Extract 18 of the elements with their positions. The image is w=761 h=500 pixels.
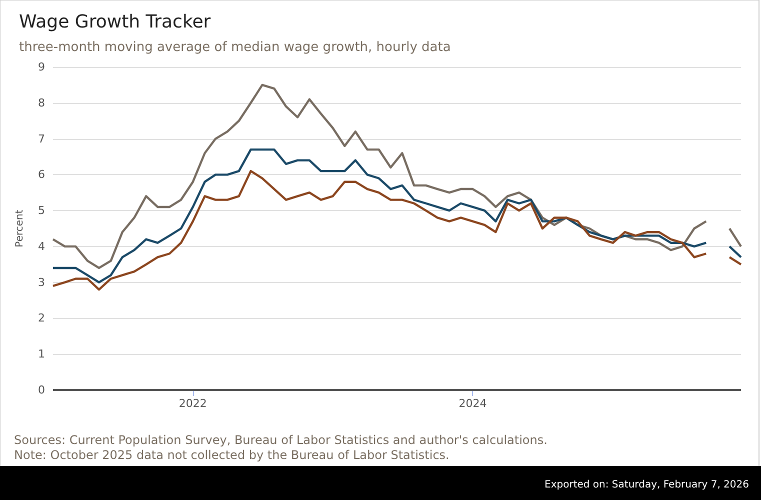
y-tick-label: 4 xyxy=(38,240,45,253)
y-tick-label: 6 xyxy=(38,168,45,182)
y-tick-label: 5 xyxy=(38,204,45,218)
y-tick-label: 3 xyxy=(38,276,45,289)
chart-title: Wage Growth Tracker xyxy=(19,12,212,32)
y-axis-title: Percent xyxy=(14,210,26,248)
y-tick-label: 2 xyxy=(38,312,45,325)
x-tick-label: 2024 xyxy=(458,397,487,410)
y-tick-label: 9 xyxy=(38,60,45,74)
source-note: Sources: Current Population Survey, Bureau of Labor Statistics and author's calculations. xyxy=(14,433,548,447)
y-tick-label: 7 xyxy=(38,132,45,146)
text: Note: October 2025 data not collected by the Bureau of Labor Statistics. xyxy=(14,448,450,462)
y-tick-label: 0 xyxy=(38,384,45,396)
text: Exported on: Saturday, February 7, 2026 xyxy=(544,480,750,490)
y-tick-label: 1 xyxy=(38,348,45,361)
x-tick-label: 2022 xyxy=(178,397,207,410)
chart-subtitle: three-month moving average of median wage growth, hourly data xyxy=(19,40,451,55)
y-tick-label: 8 xyxy=(38,96,45,110)
